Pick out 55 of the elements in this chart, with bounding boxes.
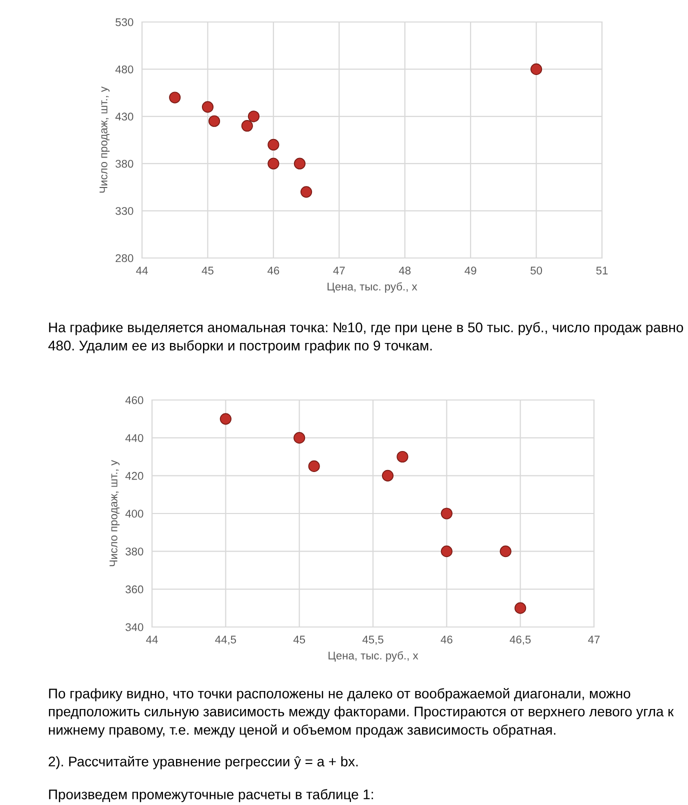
point [208, 115, 220, 127]
point [300, 186, 312, 198]
point [241, 120, 253, 132]
y-tick-label: 430 [115, 112, 134, 121]
point [440, 508, 452, 520]
y-tick-label: 330 [116, 207, 134, 215]
point [514, 602, 526, 614]
x-tick-label: 44 [136, 266, 148, 274]
point [396, 450, 408, 463]
x-tick-label: 47 [588, 636, 600, 644]
point [202, 101, 214, 113]
point [500, 546, 512, 558]
x-axis-title: Цена, тыс. руб., x [328, 651, 418, 662]
x-axis-title: Цена, тыс. руб., x [328, 282, 418, 293]
point [294, 432, 306, 444]
x-tick-label: 45,5 [362, 636, 384, 645]
x-tick-label: 46 [440, 636, 452, 644]
x-tick-label: 46 [268, 266, 280, 274]
x-tick-label: 44 [146, 636, 158, 644]
x-tick-label: 49 [464, 266, 476, 274]
x-tick-label: 50 [530, 266, 542, 274]
x-tick-label: 44,5 [215, 636, 236, 645]
point [440, 546, 452, 558]
y-tick-label: 480 [115, 65, 134, 74]
y-tick-label: 530 [116, 18, 134, 26]
x-tick-label: 48 [398, 266, 411, 274]
x-tick-label: 46,5 [510, 636, 531, 645]
point [294, 158, 306, 170]
point [268, 158, 280, 170]
y-tick-label: 380 [116, 160, 134, 168]
y-tick-label: 460 [125, 396, 144, 404]
point [248, 110, 260, 122]
y-tick-label: 380 [126, 548, 144, 556]
y-tick-label: 280 [116, 254, 134, 262]
text: 2). Рассчитайте уравнение регрессии ŷ = a + bx. [48, 756, 358, 770]
y-tick-label: 340 [126, 623, 144, 632]
y-tick-label: 360 [126, 585, 144, 594]
point [268, 138, 280, 151]
x-tick-label: 51 [596, 266, 608, 274]
point [169, 92, 181, 104]
point [220, 413, 232, 425]
y-tick-label: 440 [125, 434, 144, 442]
y-tick-label: 400 [125, 510, 144, 518]
x-tick-label: 45 [202, 266, 214, 274]
x-tick-label: 45 [293, 636, 306, 644]
x-tick-label: 47 [333, 266, 345, 274]
y-tick-label: 420 [125, 472, 144, 480]
point [530, 63, 542, 75]
text: Произведем промежуточные расчеты в таблице 1: [49, 789, 373, 802]
point [382, 470, 394, 482]
y-axis-title: Число продаж, шт., y [110, 460, 120, 566]
point [308, 460, 320, 472]
text: По графику видно, что точки расположены не далеко от воображаемой диагонали, можно предположить сильную зависимость между факторами. Простираются от верхнего левого угла к нижнему правому, т.е. между ценой и объемом продаж зависимость обратная. [48, 688, 674, 738]
y-axis-title: Число продаж, шт., y [100, 86, 110, 193]
text: На графике выделяется аномальная точка: №10, где при цене в 50 тыс. руб., число продаж равно 480. Удалим ее из выборки и построим график по 9 точкам. [48, 322, 684, 354]
